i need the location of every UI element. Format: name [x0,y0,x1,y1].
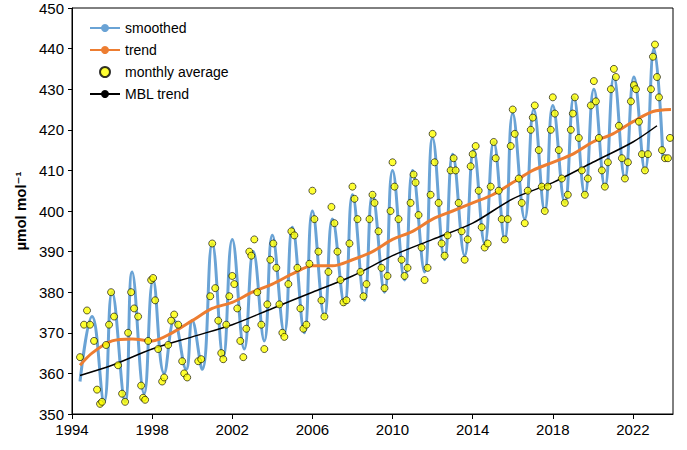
svg-text:390: 390 [39,243,64,260]
svg-text:2006: 2006 [296,421,329,438]
svg-text:420: 420 [39,121,64,138]
svg-text:350: 350 [39,406,64,423]
svg-text:monthly average: monthly average [125,64,229,80]
svg-text:440: 440 [39,40,64,57]
svg-text:360: 360 [39,365,64,382]
svg-text:450: 450 [39,0,64,17]
svg-text:2022: 2022 [616,421,649,438]
svg-text:380: 380 [39,284,64,301]
svg-text:trend: trend [125,42,157,58]
svg-text:2002: 2002 [216,421,249,438]
svg-text:370: 370 [39,324,64,341]
svg-text:2010: 2010 [376,421,409,438]
svg-text:1994: 1994 [55,421,88,438]
svg-text:2018: 2018 [536,421,569,438]
svg-text:430: 430 [39,81,64,98]
svg-text:1998: 1998 [135,421,168,438]
svg-text:MBL trend: MBL trend [125,86,189,102]
svg-text:410: 410 [39,162,64,179]
svg-text:400: 400 [39,203,64,220]
svg-text:smoothed: smoothed [125,20,186,36]
svg-text:µmol mol⁻¹: µmol mol⁻¹ [12,171,29,250]
svg-text:2014: 2014 [456,421,489,438]
